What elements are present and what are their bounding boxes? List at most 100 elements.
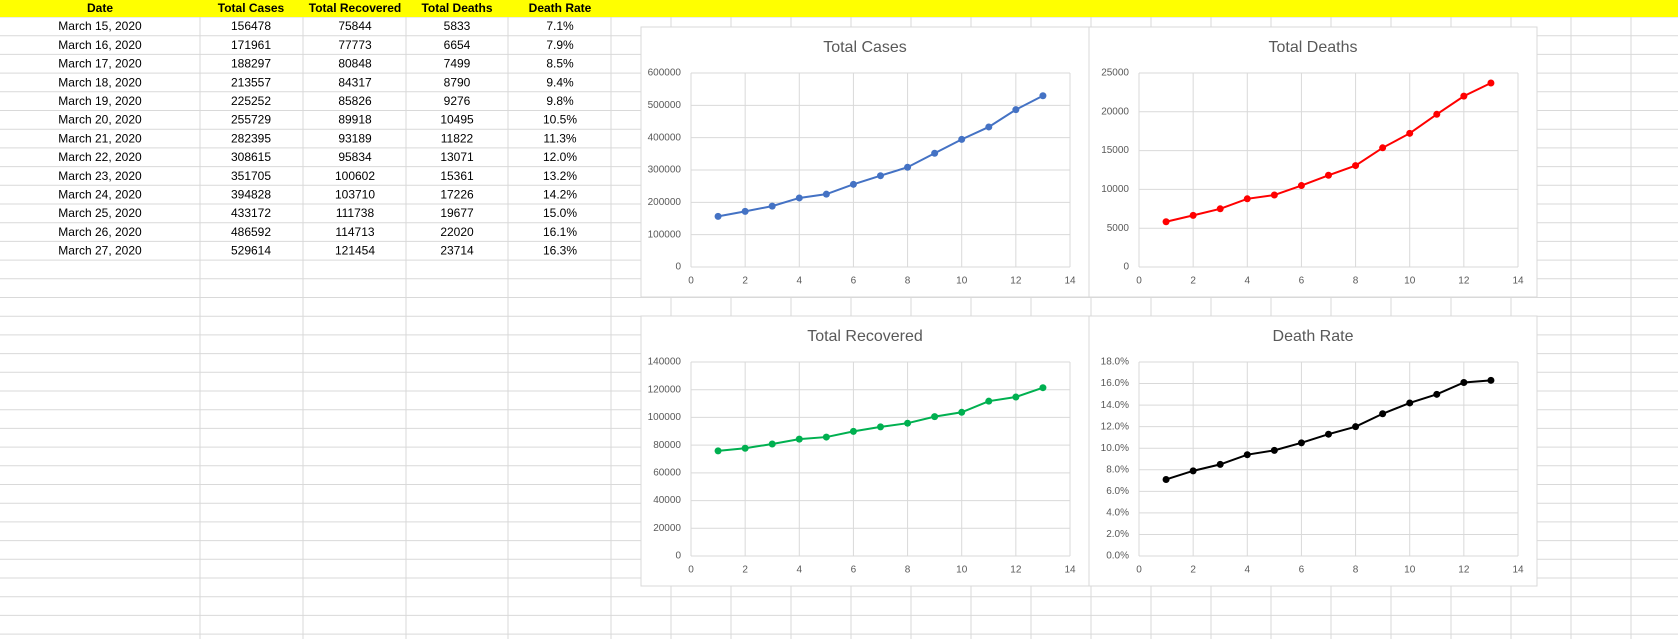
data-point: [1297, 182, 1305, 190]
table-cell: 7499: [444, 57, 471, 71]
table-cell: 6654: [444, 38, 471, 52]
y-tick-label: 100000: [648, 412, 682, 423]
table-cell: March 26, 2020: [58, 225, 142, 239]
x-tick-label: 0: [1136, 276, 1142, 287]
data-point: [1487, 376, 1495, 384]
y-tick-label: 18.0%: [1101, 357, 1129, 368]
table-cell: 188297: [231, 57, 271, 71]
table-cell: 84317: [338, 75, 372, 89]
y-tick-label: 10.0%: [1101, 443, 1129, 454]
data-point: [958, 408, 966, 416]
x-tick-label: 10: [956, 276, 968, 287]
data-point: [1243, 195, 1251, 203]
table-cell: March 21, 2020: [58, 131, 142, 145]
x-tick-label: 2: [1190, 276, 1196, 287]
table-cell: 9.8%: [546, 94, 574, 108]
x-tick-label: 0: [688, 565, 694, 576]
data-point: [1487, 79, 1495, 87]
data-point: [849, 427, 857, 435]
data-point: [904, 419, 912, 427]
data-point: [1406, 399, 1414, 407]
table-cell: 11822: [441, 131, 474, 145]
y-tick-label: 15000: [1101, 145, 1129, 156]
table-cell: 8790: [444, 75, 471, 89]
table-cell: 5833: [444, 19, 471, 33]
table-cell: 529614: [231, 244, 271, 258]
table-cell: 77773: [338, 38, 372, 52]
table-cell: 14.2%: [543, 187, 577, 201]
y-tick-label: 10000: [1101, 184, 1129, 195]
table-cell: 351705: [231, 169, 271, 183]
table-cell: 308615: [231, 150, 271, 164]
table-cell: 17226: [440, 187, 474, 201]
y-tick-label: 120000: [648, 384, 682, 395]
data-point: [1352, 423, 1360, 431]
y-tick-label: 2.0%: [1106, 529, 1129, 540]
data-point: [1460, 378, 1468, 386]
table-cell: 23714: [440, 244, 474, 258]
x-tick-label: 8: [905, 565, 911, 576]
table-cell: March 24, 2020: [58, 187, 142, 201]
table-cell: 80848: [338, 57, 372, 71]
y-tick-label: 20000: [1101, 106, 1129, 117]
x-tick-label: 14: [1512, 565, 1524, 576]
table-cell: 7.1%: [546, 19, 574, 33]
table-cell: 11.3%: [543, 131, 576, 145]
y-tick-label: 6.0%: [1106, 486, 1129, 497]
table-cell: 10495: [440, 113, 474, 127]
x-tick-label: 12: [1458, 565, 1470, 576]
column-header: Death Rate: [529, 1, 592, 15]
y-tick-label: 60000: [653, 467, 681, 478]
data-point: [714, 212, 722, 220]
y-tick-label: 5000: [1107, 223, 1130, 234]
data-point: [904, 163, 912, 171]
y-tick-label: 25000: [1101, 68, 1129, 79]
table-cell: 22020: [440, 225, 474, 239]
data-point: [714, 447, 722, 455]
y-tick-label: 16.0%: [1101, 378, 1129, 389]
y-tick-label: 300000: [648, 165, 682, 176]
y-tick-label: 0: [1123, 262, 1129, 273]
data-point: [877, 423, 884, 431]
chart-area: [640, 315, 1090, 587]
y-tick-label: 8.0%: [1106, 464, 1129, 475]
y-tick-label: 20000: [653, 523, 681, 534]
data-point: [1270, 191, 1278, 199]
data-point: [1216, 460, 1224, 468]
y-tick-label: 14.0%: [1101, 400, 1129, 411]
x-tick-label: 4: [1245, 565, 1251, 576]
table-cell: 13071: [440, 150, 474, 164]
x-tick-label: 12: [1010, 276, 1022, 287]
data-point: [1406, 129, 1414, 137]
data-point: [741, 444, 749, 452]
table-cell: March 19, 2020: [58, 94, 142, 108]
table-cell: 213557: [231, 75, 271, 89]
table-cell: 282395: [231, 131, 271, 145]
y-tick-label: 0.0%: [1106, 551, 1129, 562]
table-cell: 486592: [231, 225, 271, 239]
data-point: [931, 413, 939, 421]
table-cell: 10.5%: [543, 113, 577, 127]
data-point: [741, 207, 749, 215]
data-point: [822, 433, 830, 441]
data-point: [1039, 384, 1047, 392]
data-point: [985, 123, 993, 131]
table-cell: 9.4%: [546, 75, 574, 89]
data-point: [1243, 451, 1251, 459]
chart-area: [1088, 26, 1538, 298]
y-tick-label: 80000: [653, 440, 681, 451]
column-header: Total Deaths: [421, 1, 492, 15]
x-tick-label: 4: [797, 276, 803, 287]
table-cell: March 27, 2020: [58, 244, 142, 258]
header-row: [0, 0, 1678, 17]
x-tick-label: 0: [1136, 565, 1142, 576]
table-cell: March 23, 2020: [58, 169, 142, 183]
data-point: [1216, 205, 1224, 213]
x-tick-label: 12: [1010, 565, 1022, 576]
table-cell: 75844: [338, 19, 372, 33]
table-cell: 93189: [338, 131, 372, 145]
table-cell: 394828: [231, 187, 271, 201]
x-tick-label: 10: [956, 565, 968, 576]
y-tick-label: 0: [675, 551, 681, 562]
y-tick-label: 400000: [648, 132, 682, 143]
